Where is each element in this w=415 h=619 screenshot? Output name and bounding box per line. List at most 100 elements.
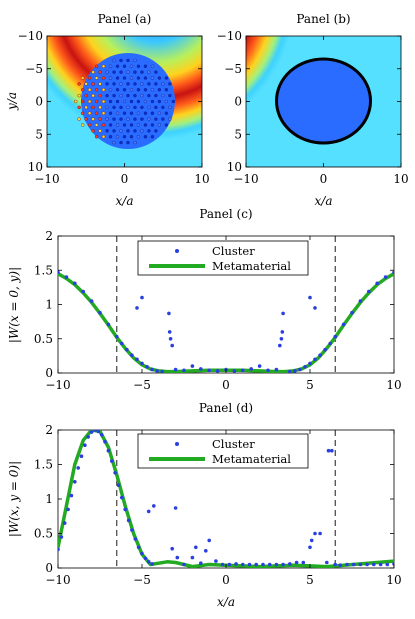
panel-b-xtick-label: 10 [393, 172, 408, 186]
panel-d-cluster-point [106, 448, 111, 453]
panel-c-cluster-point [135, 306, 139, 310]
scatterer [119, 117, 123, 121]
scatterer [140, 105, 144, 110]
scatterer [98, 93, 102, 98]
panel-c-cluster-point [249, 367, 253, 371]
scatterer [80, 123, 85, 127]
panel-c-axes: −10 −5 0 5 10 0 0.5 1 1.5 2 [34, 229, 402, 392]
scatterer [115, 111, 120, 115]
scatterer [147, 82, 151, 86]
panel-d-cluster-point [59, 535, 64, 539]
panel-c-cluster-point [160, 369, 164, 373]
panel-c-cluster-point [58, 270, 60, 275]
scatterer [157, 88, 162, 92]
panel-c-cluster-point [280, 330, 285, 334]
panel-d-cluster-point [227, 562, 232, 567]
panel-c-cluster-point [73, 281, 77, 286]
panel-c-cluster-point [313, 357, 317, 362]
panel-d-cluster-point [79, 454, 84, 459]
scatterer [119, 70, 123, 74]
panel-d-cluster-point [326, 448, 331, 453]
scatterer [91, 105, 95, 110]
panel-b-xtick-label: 0 [320, 172, 328, 186]
panel-c-cluster-point [257, 364, 262, 368]
panel-d-cluster-point [73, 480, 77, 484]
scatterer [108, 111, 113, 115]
scatterer [150, 123, 155, 127]
scatterer [98, 117, 102, 121]
scatterer [84, 117, 88, 121]
panel-a-xlabel: x/a [116, 194, 134, 208]
scatterer [126, 105, 130, 110]
panel-c-ytick-label: 1 [45, 298, 53, 312]
scatterer [77, 82, 81, 86]
scatterer [136, 88, 141, 92]
scatterer [164, 88, 169, 92]
panel-c: Panel (c) −10 −5 0 5 10 0 0.5 1 1.5 2 Cluster Met… [7, 207, 402, 392]
scatterer [98, 70, 102, 74]
scatterer [143, 99, 148, 104]
panel-d-xtick-label: −10 [45, 573, 70, 587]
scatterer [122, 64, 127, 68]
panel-d-plot [58, 430, 394, 568]
panel-c-cluster-point [130, 353, 134, 358]
panel-c-cluster-point [298, 367, 302, 372]
scatterer [133, 105, 137, 110]
scatterer [115, 123, 120, 127]
scatterer [112, 140, 116, 145]
panel-c-cluster-point [64, 275, 69, 279]
panel-c-cluster-point [278, 343, 282, 348]
panel-d-cluster-point [83, 443, 87, 448]
panel-c-cluster-point [313, 306, 317, 310]
panel-c-ylabel: |W(x = 0, y)| [7, 267, 21, 343]
scatterer [164, 99, 169, 104]
scatterer [98, 105, 102, 110]
panel-d-cluster-point [130, 528, 134, 532]
panel-c-cluster-point [266, 368, 270, 373]
panel-d-cluster-point [136, 545, 141, 550]
panel-c-cluster-point [308, 361, 312, 366]
panel-d-cluster-point [330, 448, 334, 453]
panel-c-cluster-point [155, 369, 159, 373]
panel-d-cluster-point [385, 562, 390, 567]
panel-d-cluster-point [89, 430, 94, 434]
panel-d-cluster-point [140, 551, 144, 556]
panel-d-cluster-point [288, 562, 292, 566]
panel-d-cluster-point [116, 483, 121, 488]
panel-c-cluster-point [182, 368, 186, 373]
scatterer [94, 88, 99, 92]
panel-d-cluster-point [86, 435, 90, 439]
panel-a-xtick-label: 10 [194, 172, 209, 186]
panel-d-cluster-point [378, 562, 383, 567]
scatterer [136, 111, 141, 115]
scatterer [108, 88, 113, 92]
panel-c-xtick-label: −10 [45, 378, 70, 392]
scatterer [115, 135, 120, 139]
scatterer [108, 76, 113, 80]
scatterer [126, 58, 130, 63]
scatterer [80, 76, 85, 80]
panel-c-title: Panel (c) [199, 207, 252, 221]
scatterer [84, 93, 88, 98]
scatterer [112, 70, 116, 74]
panel-d-cluster-point [170, 546, 174, 551]
scatterer [168, 117, 172, 121]
scatterer [101, 64, 106, 68]
panel-a-ytick-label: 0 [35, 95, 43, 109]
scatterer [157, 76, 162, 80]
scatterer [168, 82, 172, 86]
scatterer [105, 105, 109, 110]
panel-d-cluster-point [333, 562, 338, 567]
panel-c-cluster-point [358, 299, 363, 303]
scatterer [87, 88, 92, 92]
panel-a-xtick-label: −10 [34, 172, 59, 186]
panel-c-cluster-point [318, 353, 322, 358]
panel-d-cluster-point [351, 562, 356, 567]
scatterer [126, 140, 130, 145]
scatterer [164, 111, 169, 115]
panel-d-cluster-point [338, 563, 343, 567]
scatterer [129, 135, 134, 139]
panel-c-cluster-point [170, 343, 174, 348]
scatterer [164, 76, 169, 80]
